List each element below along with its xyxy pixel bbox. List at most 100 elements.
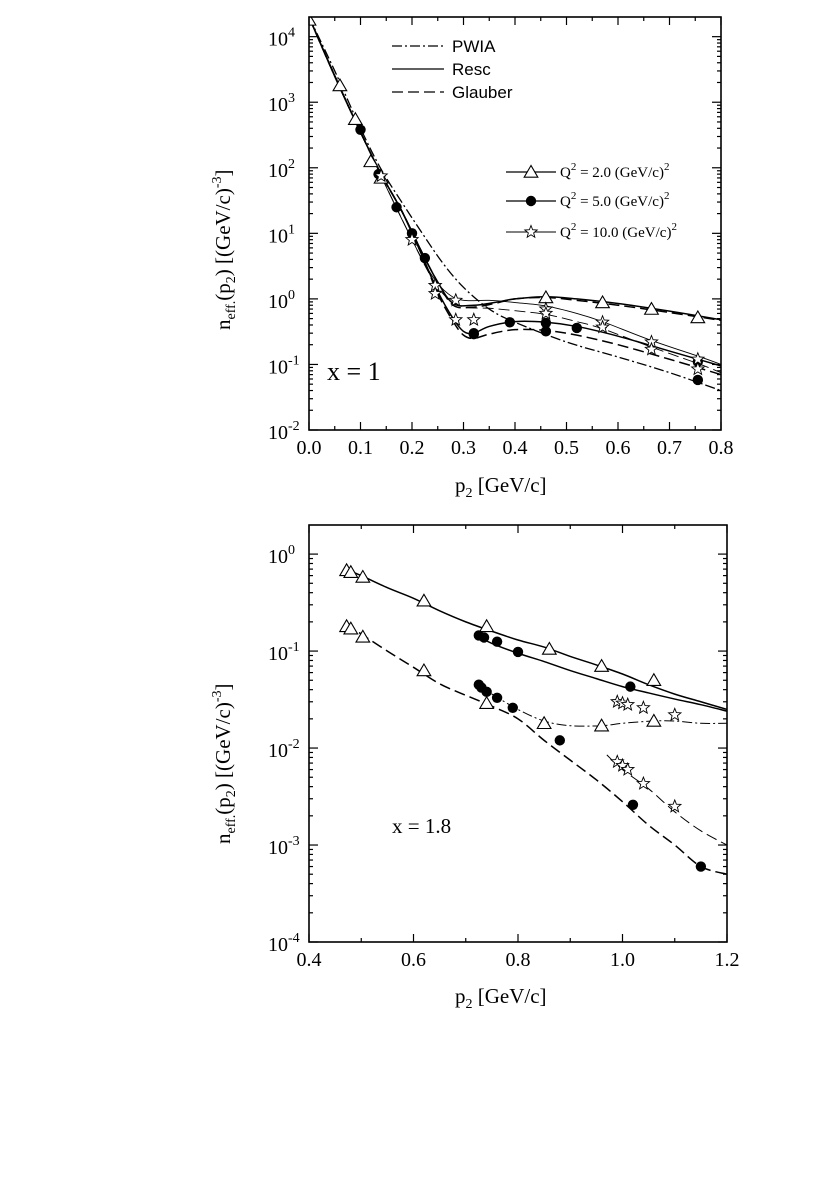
bottom-star-point	[620, 696, 636, 711]
top-x-axis-label: p2 [GeV/c]	[455, 473, 547, 501]
bottom-triangle-point	[343, 564, 359, 578]
bottom-y-axis-label: neff.(p2) [(GeV/c)-3]	[210, 684, 239, 845]
top-y-tick-label: 10-2	[268, 419, 300, 444]
bottom-plot-frame	[308, 524, 728, 943]
top-series-resc-q2-10-0	[309, 17, 721, 365]
top-x-tick-label: 0.2	[400, 437, 425, 459]
top-star-point	[595, 319, 610, 334]
top-star-point	[448, 292, 464, 307]
bottom-circle-point	[512, 646, 524, 658]
bottom-x-tick-label: 0.4	[297, 949, 322, 971]
legend-star	[523, 224, 539, 239]
bottom-circle-point	[491, 636, 503, 647]
bottom-circle-point	[491, 692, 503, 703]
legend-circle	[525, 195, 537, 207]
bottom-circle-point	[478, 632, 490, 643]
bottom-data-markers	[338, 562, 707, 872]
top-x-tick-label: 0.7	[657, 437, 682, 459]
bottom-star-point	[667, 798, 683, 813]
bottom-circle-point	[627, 799, 639, 810]
bottom-series-glauber-q2-2-0	[345, 623, 727, 875]
top-x-tick-label: 0.1	[348, 437, 373, 459]
top-triangle-point	[594, 294, 611, 309]
top-circle-point	[355, 124, 366, 135]
top-y-ticks: 10-2 10-1 100 101 102 103 104	[268, 26, 721, 444]
top-triangle-point	[643, 301, 660, 315]
top-series-resc-q2-5-0	[309, 17, 721, 367]
top-x-tick-label: 0.8	[709, 437, 734, 459]
top-triangle-point	[363, 153, 379, 168]
bottom-circle-point	[554, 735, 565, 746]
top-circle-point	[540, 317, 552, 329]
bottom-circle-point	[625, 681, 636, 692]
top-circle-point	[419, 252, 431, 264]
legend-circle-marker	[525, 195, 537, 207]
bottom-circle-point	[507, 702, 518, 714]
bottom-star-point	[636, 700, 651, 715]
chart-bottom-panel: 0.4 0.6 0.8 1.0 1.2 10-4 10-3 10-2 10-1 100 p2 […	[210, 524, 740, 1012]
legend-q2-10-label: Q2 = 10.0 (GeV/c)2	[560, 221, 677, 241]
bottom-triangle-point	[355, 629, 371, 643]
top-series-glauber-q2-5-0	[309, 17, 721, 376]
top-star-point	[427, 285, 443, 300]
top-star-point	[404, 231, 420, 246]
bottom-y-tick-label: 10-2	[268, 737, 300, 762]
legend-q2-2-label: Q2 = 2.0 (GeV/c)2	[560, 161, 669, 181]
top-line-legend: PWIA Resc Glauber	[392, 37, 513, 102]
bottom-circle-point	[481, 686, 492, 698]
top-triangle-point	[332, 77, 348, 92]
top-y-tick-label: 100	[268, 288, 295, 313]
bottom-x-tick-label: 0.8	[506, 949, 531, 971]
legend-triangle	[523, 164, 539, 178]
top-star-point	[448, 312, 464, 327]
legend-pwia-label: PWIA	[452, 37, 496, 56]
top-marker-legend: Q2 = 2.0 (GeV/c)2 Q2 = 5.0 (GeV/c)2 Q2 =…	[506, 161, 677, 241]
top-annotation: x = 1	[327, 357, 381, 386]
top-y-tick-label: 102	[268, 157, 295, 182]
bottom-triangle-point	[416, 662, 432, 677]
bottom-series-resc-q2-2-0	[345, 568, 727, 711]
top-y-axis-label: neff.(p2) [(GeV/c)-3]	[210, 170, 239, 331]
top-x-ticks: 0.0 0.1 0.2 0.3 0.4 0.5 0.6 0.7 0.8	[297, 17, 734, 459]
bottom-triangle-point	[478, 618, 495, 633]
bottom-y-ticks: 10-4 10-3 10-2 10-1 100	[268, 543, 727, 956]
chart-top-panel: 0.0 0.1 0.2 0.3 0.4 0.5 0.6 0.7 0.8 10-210-11001…	[210, 16, 734, 501]
top-x-tick-label: 0.3	[451, 437, 476, 459]
top-circle-point	[692, 374, 704, 386]
bottom-star-point	[636, 775, 651, 790]
top-triangle-point	[690, 309, 706, 324]
top-triangle-point	[309, 17, 317, 26]
bottom-triangle-point	[343, 621, 359, 635]
top-series-glauber-q2-10-0	[309, 17, 721, 374]
bottom-series-resc-q2-5-0	[475, 634, 727, 712]
bottom-x-ticks: 0.4 0.6 0.8 1.0 1.2	[297, 525, 740, 971]
legend-q2-5-label: Q2 = 5.0 (GeV/c)2	[560, 190, 669, 210]
bottom-star-point	[667, 707, 683, 722]
legend-star-marker	[523, 224, 539, 239]
bottom-y-tick-label: 10-4	[268, 931, 300, 956]
bottom-triangle-point	[416, 593, 432, 607]
top-x-tick-label: 0.6	[606, 437, 631, 459]
top-circle-point	[571, 322, 582, 334]
bottom-triangle-point	[593, 718, 610, 732]
top-x-tick-label: 0.4	[503, 437, 528, 459]
top-star-point	[466, 312, 482, 327]
top-circle-point	[504, 317, 516, 328]
bottom-triangle-point	[593, 658, 610, 672]
top-circle-point	[391, 202, 402, 213]
bottom-triangle-point	[646, 672, 662, 687]
top-y-tick-label: 103	[268, 91, 295, 116]
bottom-triangle-point	[646, 713, 662, 727]
bottom-annotation: x = 1.8	[392, 814, 451, 838]
top-y-tick-label: 104	[268, 26, 295, 51]
bottom-star-point	[620, 761, 636, 776]
bottom-x-axis-label: p2 [GeV/c]	[455, 984, 547, 1012]
bottom-y-tick-label: 10-3	[268, 834, 300, 859]
top-y-tick-label: 10-1	[268, 353, 300, 378]
bottom-x-tick-label: 1.0	[610, 949, 635, 971]
bottom-x-tick-label: 0.6	[401, 949, 426, 971]
top-triangle-point	[347, 111, 364, 125]
bottom-triangle-point	[478, 695, 495, 709]
bottom-triangle-point	[536, 715, 552, 730]
